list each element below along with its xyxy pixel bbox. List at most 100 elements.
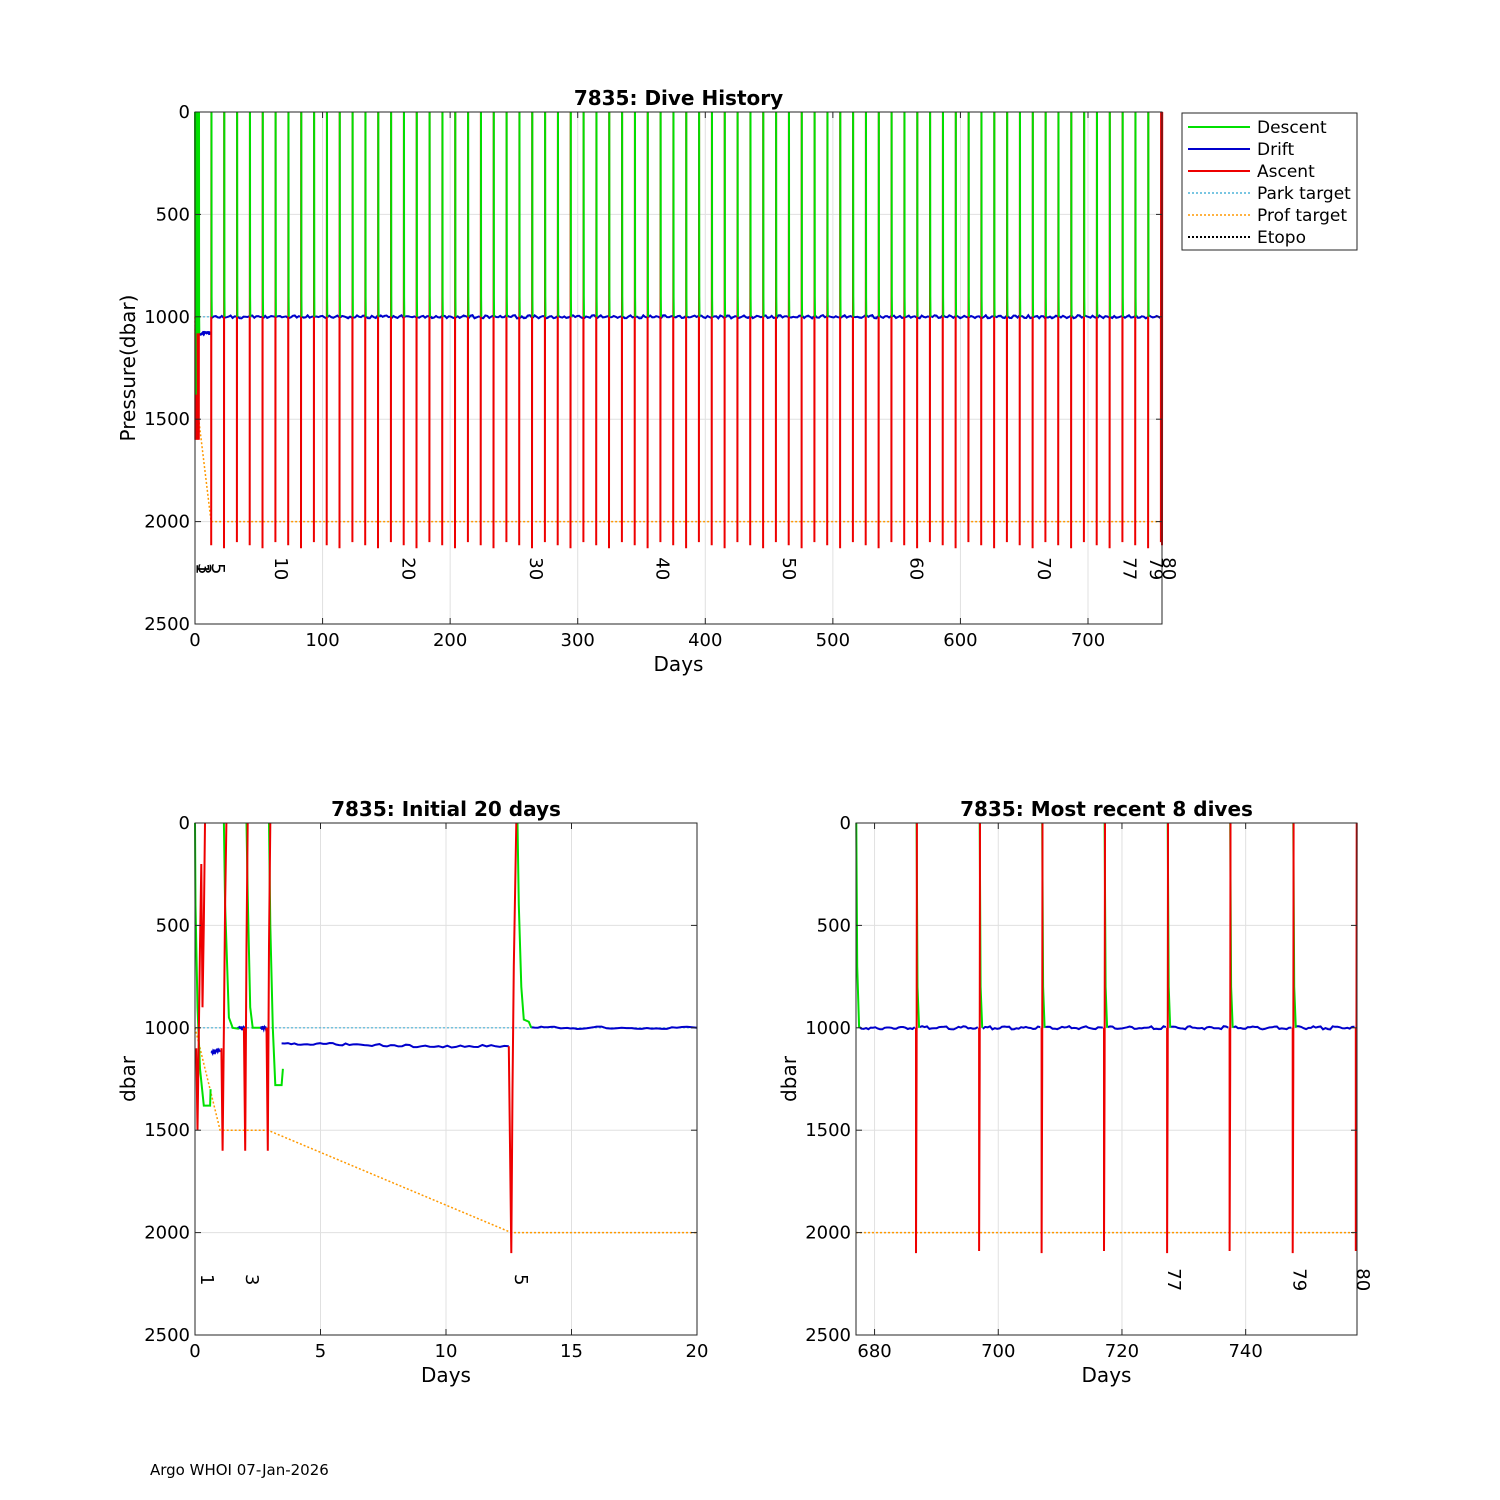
drift-segment [955, 314, 969, 320]
drift-segment [262, 314, 276, 320]
dive-number-label: 5 [510, 1274, 531, 1285]
ascent-profile [978, 822, 981, 1252]
drift-segment [1006, 314, 1021, 320]
y-tick-label: 0 [840, 813, 851, 834]
x-axis-label: Days [1082, 1363, 1132, 1387]
legend-entry: Descent [1257, 118, 1327, 138]
y-tick-label: 1500 [144, 409, 190, 430]
drift-segment [259, 1024, 268, 1033]
x-axis-label: Days [421, 1363, 471, 1387]
dive-number-label: 77 [1118, 557, 1139, 580]
plot-area [856, 823, 1357, 1335]
drift-segment [647, 314, 661, 319]
dive-number-label: 5 [207, 563, 228, 574]
x-tick-label: 700 [1071, 630, 1105, 651]
drift-segment [1096, 314, 1110, 320]
y-tick-label: 1500 [144, 1120, 190, 1141]
drift-segment [557, 315, 571, 319]
axes-frame [194, 111, 1163, 625]
drift-segment [853, 314, 867, 319]
drift-segment [982, 1025, 1041, 1031]
legend-entry: Park target [1257, 184, 1351, 204]
descent-profile [855, 822, 861, 1028]
ascent-profile [1040, 822, 1044, 1254]
drift-segment [236, 315, 250, 320]
legend-entry: Etopo [1257, 228, 1306, 248]
panel-recent: 680 700 720 740 0 500 1000 1500 2000 2500 7835: Mo… [777, 797, 1373, 1387]
drift-segment [635, 313, 648, 320]
drift-segment [531, 314, 545, 320]
y-tick-label: 500 [156, 915, 190, 936]
drift-segment [660, 314, 674, 319]
chart-title: 7835: Initial 20 days [331, 797, 561, 821]
x-tick-label: 0 [189, 630, 200, 651]
drift-segment [571, 314, 584, 320]
x-tick-label: 600 [943, 630, 977, 651]
drift-segment [288, 314, 302, 320]
data-layer [194, 111, 1164, 549]
drift-segment [1032, 314, 1046, 320]
drift-segment [1020, 313, 1033, 320]
ascent-profile [1103, 822, 1106, 1252]
drift-segment [673, 314, 687, 320]
drift-segment [1045, 314, 1059, 320]
drift-segment [519, 314, 533, 320]
drift-segment [224, 314, 237, 320]
y-axis-label: dbar [116, 1055, 140, 1102]
y-tick-label: 1000 [144, 1018, 190, 1039]
y-tick-label: 500 [156, 204, 190, 225]
drift-segment [326, 314, 340, 319]
y-tick-label: 2500 [144, 614, 190, 635]
ascent-profile [1166, 822, 1169, 1254]
drift-segment [211, 314, 225, 319]
drift-segment [378, 314, 391, 319]
drift-segment [583, 314, 597, 320]
footer-credit: Argo WHOI 07-Jan-2026 [150, 1461, 329, 1479]
drift-segment [314, 314, 327, 320]
data-layer [194, 822, 698, 1254]
drift-segment [236, 1024, 248, 1033]
drift-segment [621, 314, 635, 320]
drift-segment [352, 314, 366, 319]
drift-segment [1107, 1025, 1167, 1031]
drift-segment [994, 314, 1008, 320]
dive-number-label: 3 [194, 563, 215, 574]
y-tick-label: 2000 [805, 1223, 851, 1244]
y-tick-label: 1000 [144, 307, 190, 328]
x-tick-label: 20 [686, 1341, 709, 1362]
drift-segment [1084, 314, 1097, 319]
drift-segment [865, 314, 880, 320]
drift-segment [531, 1025, 698, 1031]
dive-number-label: 1 [191, 563, 212, 574]
descent-profile [516, 822, 533, 1029]
drift-segment [712, 314, 725, 320]
drift-segment [737, 314, 751, 320]
dive-number-label: 77 [1163, 1268, 1184, 1291]
ascent-profile [507, 822, 518, 1254]
x-tick-label: 400 [688, 630, 722, 651]
ascent-profile [915, 822, 918, 1254]
drift-segment [919, 1025, 979, 1031]
y-tick-label: 2000 [144, 512, 190, 533]
drift-segment [390, 314, 405, 320]
y-tick-label: 2500 [144, 1325, 190, 1346]
drift-segment [1058, 314, 1072, 320]
drift-segment [891, 314, 905, 320]
legend-entry: Prof target [1257, 206, 1347, 226]
x-tick-label: 500 [816, 630, 850, 651]
plot-area [195, 112, 1162, 624]
drift-segment [827, 314, 840, 319]
drift-segment [917, 314, 930, 320]
drift-segment [1070, 314, 1084, 320]
x-tick-label: 720 [1105, 1341, 1139, 1362]
dive-number-label: 60 [905, 557, 926, 580]
drift-segment [1109, 314, 1123, 320]
x-axis-label: Days [654, 652, 704, 676]
drift-segment [467, 314, 481, 320]
y-tick-label: 0 [179, 102, 190, 123]
drift-segment [968, 314, 982, 320]
drift-segment [1045, 1025, 1103, 1031]
drift-segment [814, 314, 828, 319]
